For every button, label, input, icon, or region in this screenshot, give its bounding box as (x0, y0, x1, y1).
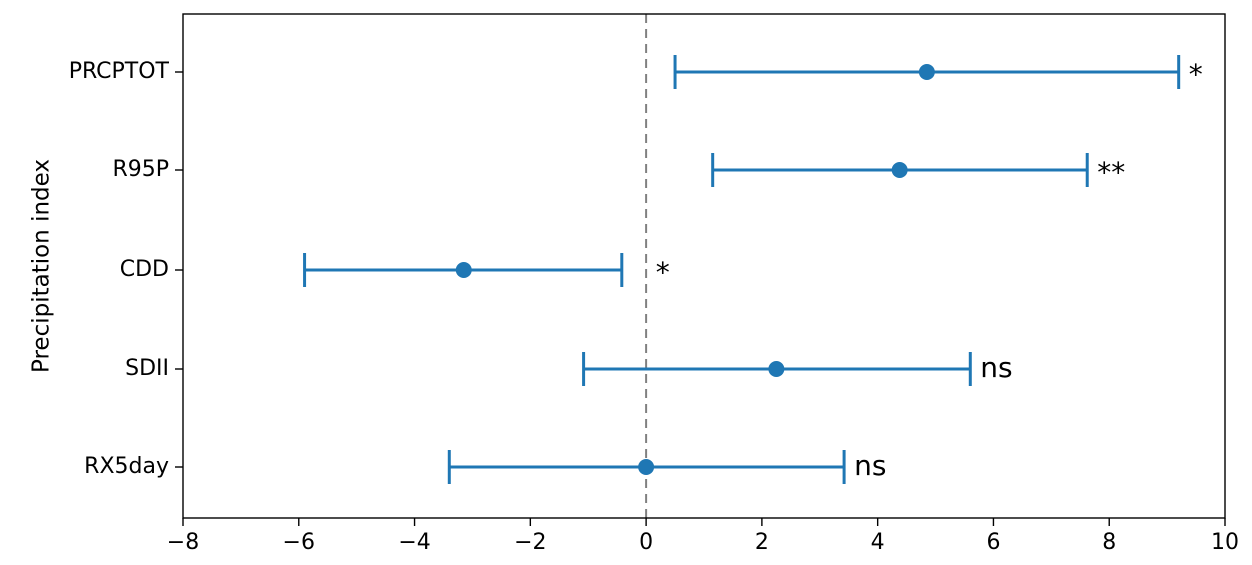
x-tick-label: −6 (283, 530, 315, 555)
estimate-point (455, 262, 472, 278)
plot-frame (182, 13, 1226, 519)
y-tick-label: PRCPTOT (69, 59, 170, 84)
estimate-point (891, 162, 908, 178)
y-tick-label: RX5day (84, 454, 169, 479)
x-tick-label: −2 (514, 530, 546, 555)
x-tick-label: 4 (871, 530, 885, 555)
significance-label: * (656, 256, 670, 289)
estimate-point (638, 459, 655, 475)
x-tick-label: 0 (639, 530, 653, 555)
significance-label: ns (854, 449, 886, 482)
significance-label: * (1189, 58, 1203, 91)
x-axis: −8 −6 −4 −2 0 2 4 6 8 10 (167, 518, 1239, 555)
points-layer (455, 64, 935, 475)
y-tick-label: CDD (120, 257, 169, 282)
y-axis-title: Precipitation index (29, 159, 55, 373)
estimate-point (918, 64, 935, 80)
x-tick-label: −4 (398, 530, 430, 555)
x-tick-label: 2 (755, 530, 769, 555)
x-tick-label: 6 (986, 530, 1000, 555)
x-tick-label: 8 (1102, 530, 1116, 555)
x-tick-label: 10 (1211, 530, 1239, 555)
significance-label: ns (980, 351, 1012, 384)
y-tick-label: SDII (125, 356, 169, 381)
y-axis: PRCPTOT R95P CDD SDII RX5day (69, 59, 183, 479)
plot-background (183, 14, 1225, 518)
estimate-point (768, 361, 785, 377)
significance-label: ** (1097, 156, 1125, 189)
y-tick-label: R95P (112, 157, 169, 182)
x-tick-label: −8 (167, 530, 199, 555)
